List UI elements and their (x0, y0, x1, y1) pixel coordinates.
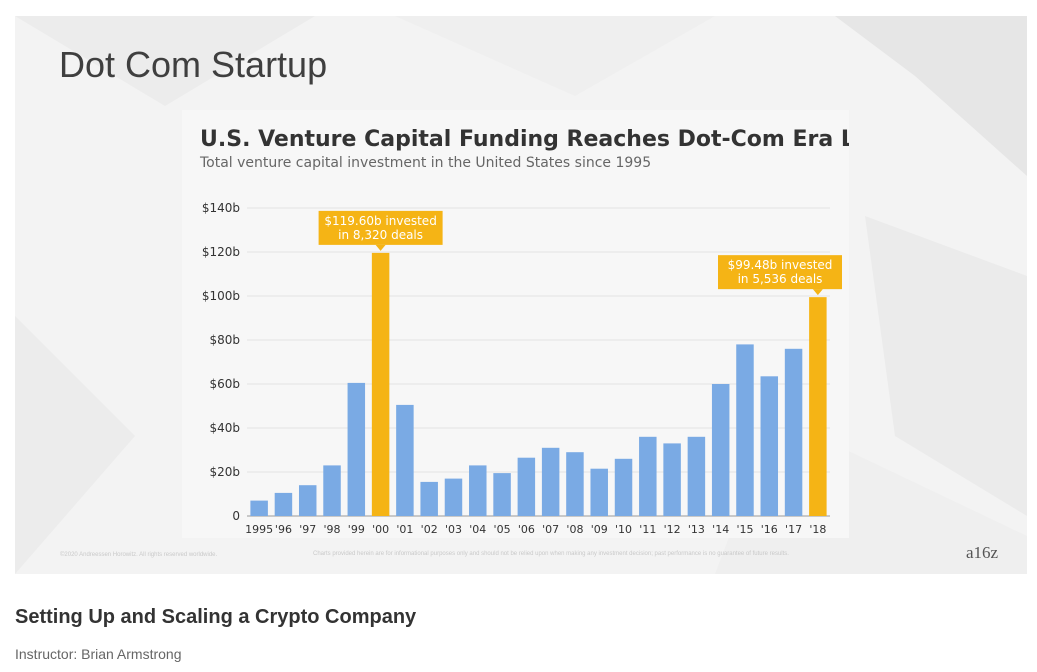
x-tick-label: '15 (736, 523, 753, 536)
bar-17 (784, 348, 803, 516)
x-tick-label: '06 (518, 523, 535, 536)
x-tick-label: '14 (712, 523, 729, 536)
y-axis-ticks: 0 $20b $40b $60b $80b $100b $120b $140b (202, 201, 240, 523)
x-tick-label: '96 (275, 523, 292, 536)
slide-title: Dot Com Startup (59, 44, 328, 85)
bar-15 (736, 344, 754, 516)
callout-text: $119.60b invested (324, 214, 436, 228)
chart-card: U.S. Venture Capital Funding Reaches Dot… (182, 110, 849, 538)
callout-box (318, 210, 443, 245)
bar-10 (614, 458, 633, 516)
bar-01 (396, 404, 414, 516)
x-tick-label: '13 (688, 523, 705, 536)
presentation-slide: Dot Com Startup U.S. Venture Capital Fun… (15, 16, 1027, 574)
x-tick-label: 1995 (245, 523, 273, 536)
y-tick-label: $40b (209, 421, 240, 435)
bar-14 (711, 384, 730, 516)
bar-96 (274, 492, 293, 516)
x-tick-label: '03 (445, 523, 462, 536)
gridlines (247, 207, 830, 517)
bar-09 (590, 468, 608, 516)
x-tick-label: '01 (396, 523, 413, 536)
bar-03 (444, 478, 463, 516)
bar-18 (809, 297, 827, 516)
brand-logo: a16z (966, 543, 999, 562)
bar-06 (517, 457, 536, 516)
x-tick-label: '18 (809, 523, 826, 536)
bar-00 (371, 252, 390, 516)
bar-98 (323, 465, 341, 516)
bar-99 (347, 382, 366, 516)
bar-02 (420, 481, 438, 516)
bar-97 (298, 485, 317, 516)
x-tick-label: '11 (639, 523, 656, 536)
x-tick-label: '09 (591, 523, 608, 536)
x-tick-label: '17 (785, 523, 802, 536)
callout-pointer (375, 244, 386, 251)
x-tick-label: '12 (664, 523, 681, 536)
bar-08 (566, 452, 584, 516)
y-tick-label: $100b (202, 289, 240, 303)
bar-13 (687, 436, 706, 516)
y-tick-label: $120b (202, 245, 240, 259)
copyright-footer: ©2020 Andreessen Horowitz. All rights re… (60, 552, 218, 558)
y-tick-label: $20b (209, 465, 240, 479)
callout-text: in 5,536 deals (738, 272, 823, 286)
x-axis-ticks: 1995'96 '97 '98 '99 '00 '01 '02 '03 '04 '05 '06 '07… (245, 523, 826, 536)
x-tick-label: '10 (615, 523, 632, 536)
bars (250, 252, 827, 516)
chart-title: U.S. Venture Capital Funding Reaches Dot… (200, 127, 849, 152)
bar-07 (541, 447, 560, 516)
bar-11 (639, 436, 657, 516)
x-tick-label: '16 (761, 523, 778, 536)
bar-04 (469, 465, 487, 516)
x-tick-label: '05 (494, 523, 511, 536)
x-tick-label: '04 (469, 523, 486, 536)
x-tick-label: '98 (324, 523, 341, 536)
x-tick-label: '02 (421, 523, 438, 536)
bar-1995 (250, 500, 268, 516)
x-tick-label: '99 (348, 523, 365, 536)
callout-pointer (812, 289, 823, 296)
disclaimer-footer: Charts provided herein are for informati… (313, 551, 789, 557)
callout-box (718, 255, 842, 290)
bar-05 (493, 473, 511, 516)
course-title[interactable]: Setting Up and Scaling a Crypto Company (15, 606, 417, 628)
callout-text: $99.48b invested (728, 258, 833, 272)
y-tick-label: $140b (202, 201, 240, 215)
y-tick-label: 0 (232, 509, 240, 523)
y-tick-label: $80b (209, 333, 240, 347)
bar-chart: U.S. Venture Capital Funding Reaches Dot… (199, 127, 849, 536)
y-tick-label: $60b (209, 377, 240, 391)
instructor-name: Instructor: Brian Armstrong (15, 646, 182, 662)
x-tick-label: '00 (372, 523, 389, 536)
x-tick-label: '08 (566, 523, 583, 536)
bar-16 (760, 376, 779, 516)
chart-subtitle: Total venture capital investment in the … (199, 155, 651, 171)
bar-12 (663, 443, 681, 516)
x-tick-label: '07 (542, 523, 559, 536)
callout-text: in 8,320 deals (338, 228, 423, 242)
x-tick-label: '97 (299, 523, 316, 536)
